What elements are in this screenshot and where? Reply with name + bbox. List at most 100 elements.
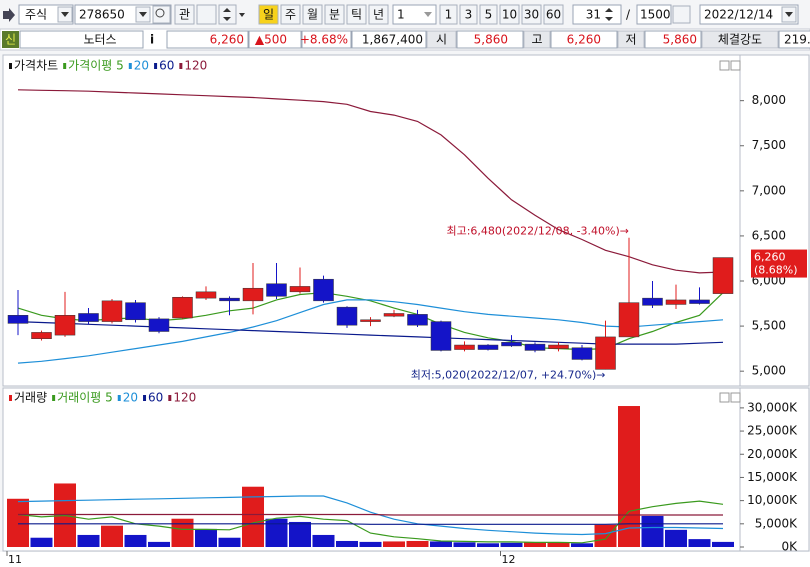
zoom-button[interactable] (672, 5, 691, 24)
candle-body (242, 287, 264, 302)
candle-body (101, 300, 123, 322)
strength: 219.0 (784, 33, 810, 47)
step-button[interactable] (521, 4, 542, 25)
candle-body (524, 343, 546, 351)
panel-button[interactable] (719, 392, 730, 403)
panel-button[interactable] (730, 392, 741, 403)
candle-body (78, 313, 99, 322)
period-button[interactable] (368, 4, 389, 25)
period-button[interactable] (258, 4, 279, 25)
period: 일 (263, 8, 274, 22)
period-button[interactable] (324, 4, 345, 25)
candle-body (571, 347, 593, 360)
volume-bar (218, 537, 241, 547)
candle-body (54, 315, 76, 336)
candle-body (172, 296, 193, 319)
value-box (644, 30, 702, 49)
candle-body (360, 319, 381, 322)
spinner-arrows[interactable] (605, 8, 613, 21)
step: 1 (445, 8, 453, 22)
date-select[interactable] (699, 4, 799, 25)
panel-button[interactable] (719, 60, 730, 71)
legend-entry: 120 (173, 391, 196, 405)
period: 분 (329, 8, 340, 22)
panel-button[interactable] (730, 60, 741, 71)
volume-bar (265, 518, 288, 547)
volume-bar (312, 534, 335, 547)
label-box (617, 30, 645, 49)
change: ▲500 (255, 33, 287, 47)
tool-button[interactable] (196, 4, 217, 25)
candle-body (219, 297, 240, 302)
search-button[interactable] (152, 5, 171, 24)
candle-body (477, 344, 499, 350)
y-tick-label: 10,000K (747, 493, 798, 507)
candle-body (407, 314, 428, 326)
step: 30 (524, 8, 539, 22)
volume-bar (594, 524, 617, 547)
value-box (550, 30, 618, 49)
volume: 1,867,400 (362, 33, 423, 47)
y-tick-label: 6,500 (752, 228, 786, 242)
annotation: 최저:5,020(2022/12/07, +24.70%)→ (411, 368, 606, 381)
candle-body (336, 306, 358, 326)
period-button[interactable] (302, 4, 323, 25)
legend-entry: 20 (123, 391, 138, 405)
step-button[interactable] (543, 4, 564, 25)
legend-entry: 20 (134, 59, 149, 73)
candle-body (266, 283, 287, 297)
watch-button[interactable] (174, 4, 195, 25)
candle-body (148, 318, 170, 332)
step-button[interactable] (459, 4, 478, 25)
candle-body (125, 302, 146, 321)
volume-bar (406, 540, 429, 547)
step: 3 (465, 8, 473, 22)
step: 5 (485, 8, 493, 22)
total-input[interactable] (636, 4, 672, 25)
legend-swatch (143, 395, 147, 401)
value-box (456, 30, 524, 49)
unit-select[interactable] (392, 4, 437, 25)
last-price-box (751, 249, 807, 278)
step-button[interactable] (499, 4, 520, 25)
volume-bar (500, 542, 523, 547)
volume-bar (453, 542, 476, 547)
candle-body (501, 342, 522, 347)
market: 주식 (25, 8, 47, 22)
legend-entry: 120 (184, 59, 207, 73)
x-tick-label: 11 (8, 553, 22, 566)
volume-bar (101, 525, 123, 547)
rate-box (301, 30, 352, 49)
volume-bar (524, 542, 546, 547)
y-tick-label: 7,500 (752, 138, 786, 152)
menu-icon[interactable] (3, 8, 15, 22)
step-button[interactable] (479, 4, 498, 25)
period-button[interactable] (280, 4, 301, 25)
candle-body (665, 299, 687, 305)
total: 1500 (640, 8, 671, 22)
label-box (701, 30, 779, 49)
volume-bar (618, 406, 640, 547)
volume-bar (688, 539, 711, 547)
period-button[interactable] (346, 4, 367, 25)
volume-bar (665, 529, 687, 547)
legend-title: 가격차트 (14, 59, 58, 73)
spinner[interactable] (218, 4, 237, 25)
y-tick-label: 20,000K (747, 447, 798, 461)
volume-bar (195, 528, 217, 547)
volume-bar (359, 541, 382, 547)
candle-body (430, 321, 452, 351)
price: 6,260 (210, 33, 244, 47)
step-button[interactable] (439, 4, 458, 25)
candle-body (712, 257, 734, 294)
legend-swatch (63, 63, 67, 69)
volume-bar (242, 486, 264, 547)
candle-body (7, 315, 29, 324)
candle-body (689, 299, 710, 304)
y-tick-label: 7,000 (752, 183, 786, 197)
info-icon[interactable]: i (150, 33, 154, 47)
high: 6,260 (567, 33, 601, 47)
legend-swatch (117, 395, 121, 401)
candle-body (289, 286, 311, 293)
